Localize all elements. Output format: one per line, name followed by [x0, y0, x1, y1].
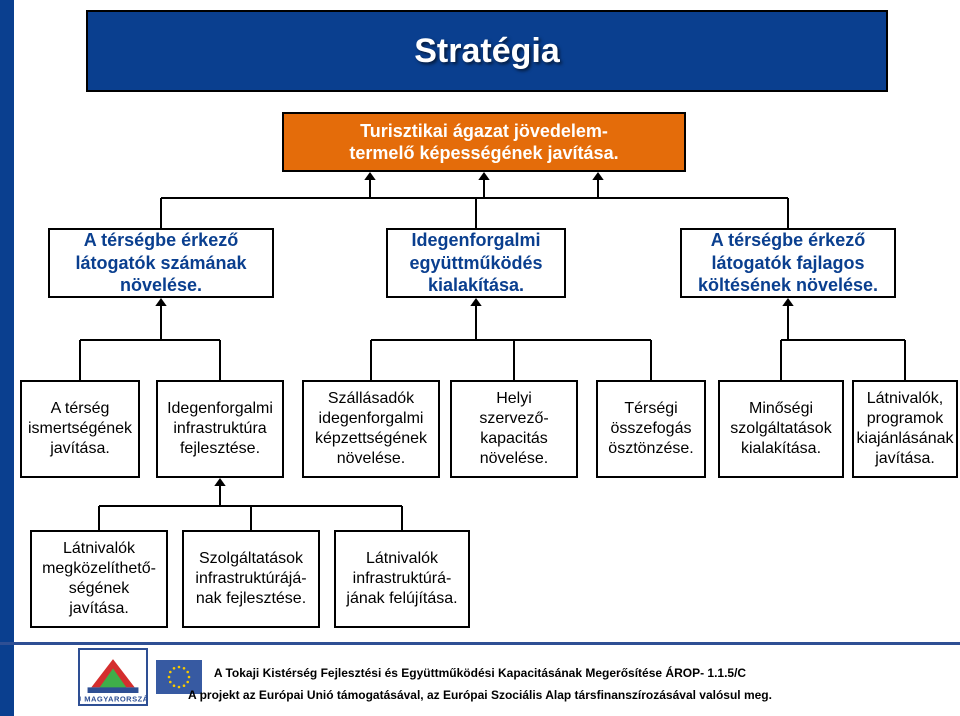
row4-box-1: Szolgáltatások infrastruktúrájá-nak fejl…: [182, 530, 320, 628]
row2-box-2: A térségbe érkező látogatók fajlagos köl…: [680, 228, 896, 298]
main-goal-box: Turisztikai ágazat jövedelem-termelő kép…: [282, 112, 686, 172]
row2-box-0: A térségbe érkező látogatók számának növ…: [48, 228, 274, 298]
title-box: Stratégia: [86, 10, 888, 92]
row4-box-2: Látnivalók infrastruktúrá-jának felújítá…: [334, 530, 470, 628]
footer-separator: [0, 642, 960, 645]
footer-line-2: A projekt az Európai Unió támogatásával,…: [0, 688, 960, 702]
row4-box-0: Látnivalók megközelíthető-ségének javítá…: [30, 530, 168, 628]
row3-box-1: Idegenforgalmi infrastruktúra fejlesztés…: [156, 380, 284, 478]
row3-box-5: Minőségi szolgáltatások kialakítása.: [718, 380, 844, 478]
footer-line-1: A Tokaji Kistérség Fejlesztési és Együtt…: [0, 666, 960, 680]
row3-box-0: A térség ismertségének javítása.: [20, 380, 140, 478]
footer: ÚJ MAGYARORSZÁG A Tokaji Kistérség Fejle…: [0, 642, 960, 716]
row3-box-3: Helyi szervező-kapacitás növelése.: [450, 380, 578, 478]
row3-box-2: Szállásadók idegenforgalmi képzettségéne…: [302, 380, 440, 478]
left-sidebar-stripe: [0, 0, 14, 716]
row3-box-4: Térségi összefogás ösztönzése.: [596, 380, 706, 478]
row2-box-1: Idegenforgalmi együttműködés kialakítása…: [386, 228, 566, 298]
row3-box-6: Látnivalók, programok kiajánlásának javí…: [852, 380, 958, 478]
diagram-canvas: Stratégia Turisztikai ágazat jövedelem-te…: [14, 0, 960, 716]
